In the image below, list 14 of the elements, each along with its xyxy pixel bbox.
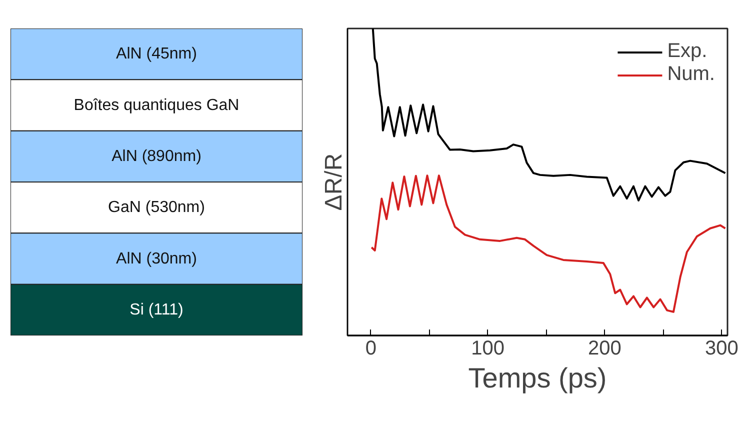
legend-label: Num. (667, 63, 715, 86)
category-label: AlN (45nm) (116, 46, 197, 63)
category-label: Si (111) (130, 301, 184, 318)
category-label: AlN (30nm) (116, 250, 197, 268)
category-label: GaN (530nm) (108, 199, 205, 216)
legend-label: Exp. (667, 40, 708, 63)
category-label: Boîtes quantiques GaN (74, 96, 240, 114)
x-axis-title: Temps (ps) (468, 362, 607, 394)
x-tick-label: 200 (588, 338, 622, 360)
x-tick-label: 100 (471, 338, 504, 360)
category-label: AlN (890nm) (112, 148, 202, 165)
y-axis-title: ΔR/R (320, 153, 348, 211)
x-tick-label: 0 (365, 338, 376, 360)
x-tick-label: 300 (704, 338, 738, 360)
